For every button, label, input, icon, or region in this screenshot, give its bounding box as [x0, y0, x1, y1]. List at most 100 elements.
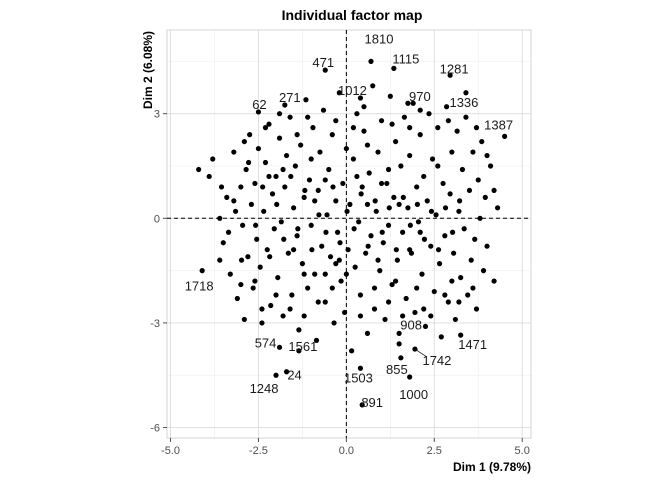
- data-point: [468, 257, 474, 263]
- data-point: [266, 121, 272, 127]
- data-point: [243, 166, 249, 173]
- data-point: [315, 299, 321, 305]
- point-label: 1248: [250, 381, 279, 396]
- data-point: [308, 222, 314, 228]
- data-point: [301, 313, 307, 319]
- data-point: [287, 114, 293, 120]
- data-point: [421, 236, 428, 242]
- data-point: [218, 184, 225, 190]
- data-point: [396, 201, 402, 207]
- point-label: 1115: [392, 51, 419, 66]
- data-point: [445, 299, 451, 305]
- data-point: [414, 201, 421, 207]
- point-label: 855: [386, 362, 408, 377]
- y-tick-label: -6: [150, 423, 160, 435]
- data-point: [442, 292, 448, 298]
- data-point: [326, 166, 332, 173]
- x-axis-title: Dim 1 (9.78%): [453, 460, 531, 474]
- data-point: [470, 285, 476, 291]
- data-point: [261, 208, 267, 214]
- data-point: [281, 236, 287, 242]
- data-point: [407, 247, 413, 253]
- data-point: [351, 226, 357, 232]
- data-point: [403, 295, 409, 302]
- data-point: [429, 156, 436, 162]
- point-label: 1742: [422, 353, 451, 368]
- data-point: [385, 299, 392, 305]
- data-point: [417, 132, 423, 138]
- data-point: [391, 194, 397, 200]
- data-point: [312, 271, 318, 277]
- data-point: [385, 166, 392, 173]
- data-point: [316, 212, 322, 218]
- x-tick-label: 0.0: [339, 445, 354, 457]
- data-point: [470, 149, 476, 155]
- data-point: [338, 278, 344, 284]
- labeled-data-point: [405, 100, 411, 106]
- point-label: 271: [279, 90, 301, 105]
- data-point: [280, 313, 286, 319]
- data-point: [371, 306, 378, 312]
- data-point: [245, 254, 251, 260]
- data-point: [340, 180, 346, 187]
- data-point: [484, 243, 490, 249]
- data-point: [231, 198, 237, 204]
- data-point: [389, 281, 395, 288]
- data-point: [324, 212, 330, 218]
- labeled-data-point: [282, 102, 288, 108]
- x-tick-label: 5.0: [515, 445, 530, 457]
- data-point: [396, 341, 402, 347]
- data-point: [280, 166, 286, 173]
- labeled-data-point: [255, 109, 262, 115]
- data-point: [456, 299, 462, 305]
- data-point: [285, 250, 291, 256]
- data-point: [484, 152, 490, 159]
- data-point: [238, 184, 244, 190]
- data-point: [371, 285, 378, 291]
- data-point: [210, 156, 216, 162]
- data-point: [475, 177, 481, 183]
- data-point: [365, 243, 371, 249]
- point-label: 891: [361, 395, 383, 410]
- labeled-data-point: [407, 374, 413, 380]
- data-point: [278, 219, 284, 225]
- data-point: [276, 111, 283, 117]
- data-point: [359, 184, 365, 190]
- data-point: [312, 198, 318, 204]
- data-point: [305, 285, 311, 291]
- data-point: [253, 222, 259, 228]
- data-point: [327, 254, 334, 260]
- data-point: [344, 208, 350, 214]
- data-point: [447, 191, 453, 197]
- data-point: [343, 145, 349, 152]
- data-point: [287, 306, 293, 312]
- data-point: [262, 159, 269, 166]
- data-point: [435, 247, 442, 253]
- data-point: [350, 156, 356, 162]
- data-point: [452, 316, 458, 323]
- data-point: [422, 323, 429, 330]
- data-point: [240, 222, 246, 228]
- data-point: [473, 306, 480, 312]
- data-point: [354, 111, 360, 117]
- data-point: [473, 125, 480, 131]
- data-point: [299, 261, 306, 267]
- data-point: [309, 247, 315, 253]
- data-point: [358, 191, 364, 197]
- labeled-data-point: [296, 348, 302, 354]
- labeled-data-point: [359, 402, 365, 408]
- data-point: [329, 285, 335, 291]
- data-point: [259, 320, 265, 326]
- data-point: [414, 184, 420, 190]
- data-point: [308, 156, 314, 162]
- data-point: [421, 306, 427, 312]
- panel-border: [166, 29, 532, 439]
- data-point: [405, 205, 411, 211]
- data-point: [449, 278, 455, 284]
- data-point: [491, 278, 497, 284]
- data-point: [247, 132, 253, 138]
- labeled-data-point: [273, 372, 279, 378]
- data-point: [262, 125, 269, 131]
- grid-lines: [167, 30, 531, 438]
- labeled-data-point: [199, 268, 205, 274]
